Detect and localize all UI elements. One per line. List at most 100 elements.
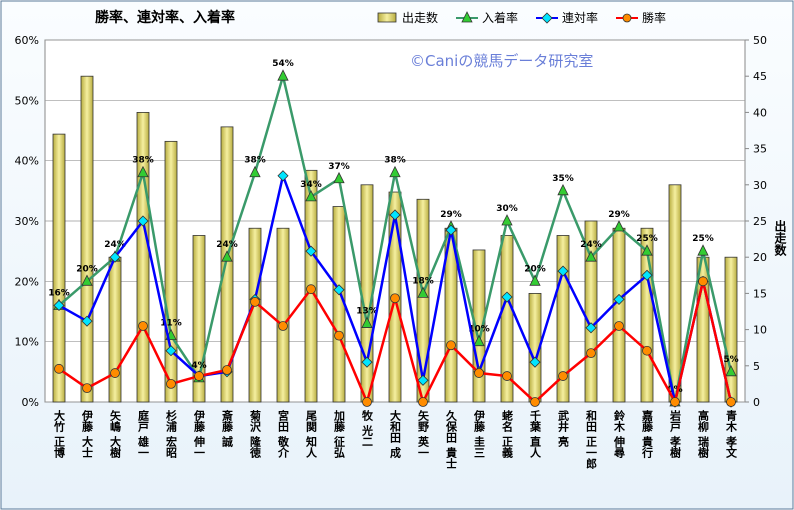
x-tick-label: 伊藤 圭三 — [473, 409, 487, 458]
y-tick-label: 40% — [15, 155, 39, 168]
bar — [108, 256, 122, 403]
marker — [166, 378, 176, 389]
data-label: 16% — [48, 288, 70, 298]
data-label: 25% — [692, 234, 714, 244]
x-tick-label: 庭戸 雄一 — [137, 409, 151, 458]
marker — [557, 265, 569, 277]
legend-label: 勝率 — [642, 10, 666, 25]
marker — [446, 340, 456, 351]
x-tick-label: 蛯名 正義 — [501, 409, 514, 459]
marker — [137, 165, 149, 178]
marker — [698, 276, 708, 287]
x-tick-label: 久保田 貴士 — [445, 409, 459, 469]
marker — [137, 215, 149, 227]
marker — [642, 345, 652, 356]
bar — [360, 184, 374, 403]
marker — [585, 250, 597, 262]
data-label: 29% — [440, 210, 462, 220]
bar — [52, 133, 66, 403]
marker — [194, 371, 204, 381]
marker — [417, 374, 429, 386]
legend-marker — [622, 13, 632, 23]
marker — [278, 321, 288, 331]
y2-axis-title: 出走数 — [773, 219, 787, 257]
y2-tick-label: 20 — [753, 251, 767, 264]
y2-tick-label: 25 — [753, 215, 767, 228]
y2-tick-label: 45 — [753, 70, 767, 83]
marker — [697, 244, 709, 256]
y2-tick-label: 0 — [753, 396, 760, 409]
x-tick-label: 青木 孝文 — [725, 409, 739, 459]
y2-tick-label: 50 — [753, 34, 767, 47]
marker — [305, 189, 317, 202]
y-tick-label: 30% — [15, 215, 39, 228]
data-label: 20% — [76, 264, 98, 274]
x-tick-label: 矢野 英一 — [417, 409, 431, 458]
marker — [389, 165, 401, 178]
marker — [529, 356, 541, 368]
marker — [138, 321, 148, 331]
marker — [586, 348, 596, 359]
bar — [612, 227, 626, 403]
marker — [670, 397, 680, 407]
data-label: 34% — [300, 180, 322, 190]
x-tick-label: 伊藤 伸一 — [193, 409, 207, 458]
data-label: 24% — [580, 240, 602, 250]
bar — [416, 198, 430, 403]
marker — [53, 299, 65, 312]
x-tick-label: 菊沢 隆徳 — [249, 409, 263, 459]
data-label: 5% — [723, 355, 738, 365]
marker — [221, 250, 233, 262]
data-label: 11% — [160, 319, 182, 329]
marker — [501, 291, 513, 303]
x-tick-label: 宮田 敬介 — [277, 409, 291, 458]
x-tick-label: 杉浦 宏昭 — [165, 409, 178, 459]
chart-title: 勝率、連対率、入着率 — [95, 9, 235, 26]
data-label: 25% — [636, 234, 658, 244]
bar — [332, 206, 346, 403]
bar — [80, 75, 94, 403]
y2-tick-label: 10 — [753, 324, 767, 337]
data-label: 0% — [667, 385, 682, 395]
x-tick-label: 武井 亮 — [557, 409, 570, 448]
marker — [417, 286, 429, 298]
marker — [613, 293, 625, 305]
marker — [109, 251, 121, 263]
marker — [222, 365, 232, 375]
marker — [725, 364, 737, 377]
legend-marker — [541, 12, 553, 24]
y2-tick-label: 35 — [753, 143, 767, 156]
marker — [54, 363, 64, 374]
data-label: 35% — [552, 174, 574, 184]
data-label: 38% — [384, 156, 406, 166]
x-tick-label: 岩戸 孝樹 — [669, 409, 683, 459]
legend-label: 入着率 — [482, 10, 518, 25]
data-label: 18% — [412, 276, 434, 286]
marker — [614, 321, 624, 331]
marker — [641, 244, 653, 256]
x-tick-label: 尾関 知人 — [305, 410, 319, 458]
marker — [333, 171, 345, 184]
x-tick-label: 嘉藤 貴行 — [641, 409, 655, 459]
marker — [361, 316, 373, 328]
bar — [220, 126, 234, 403]
marker — [390, 293, 400, 304]
data-label: 4% — [191, 361, 206, 371]
marker — [81, 315, 93, 327]
marker — [502, 371, 512, 381]
marker — [529, 274, 541, 286]
marker — [362, 397, 372, 407]
marker — [473, 334, 485, 347]
marker — [557, 183, 569, 196]
marker — [641, 269, 653, 281]
marker — [726, 397, 736, 407]
x-tick-label: 千葉 直人 — [529, 409, 543, 458]
x-tick-label: 大和田 成 — [389, 409, 402, 459]
marker — [585, 322, 597, 334]
y-tick-label: 60% — [15, 34, 39, 47]
marker — [418, 397, 428, 407]
marker — [333, 284, 345, 296]
x-tick-label: 和田 正一郎 — [585, 409, 598, 470]
